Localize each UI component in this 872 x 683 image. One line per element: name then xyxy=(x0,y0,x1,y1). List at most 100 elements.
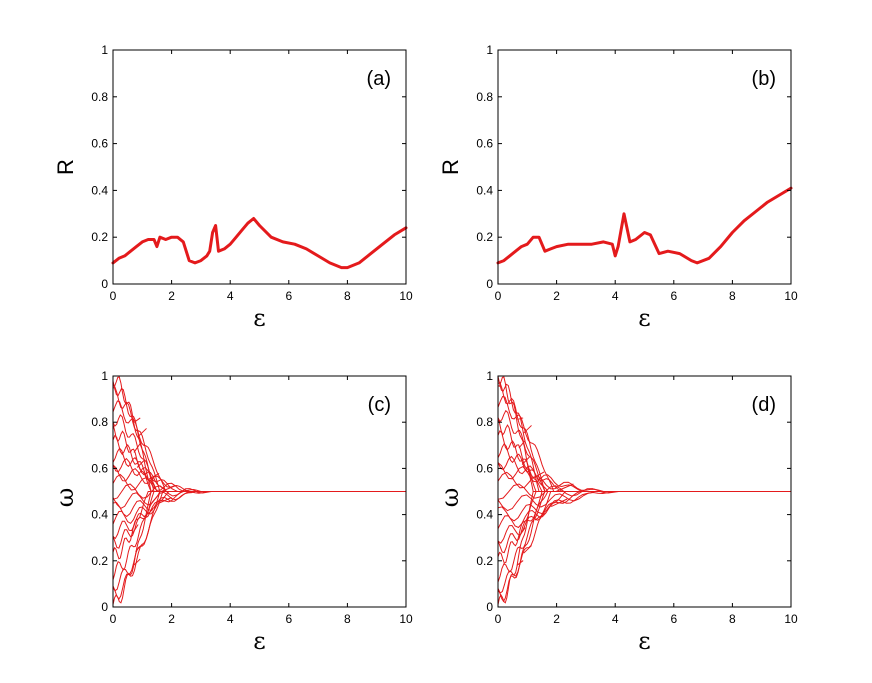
merge-link xyxy=(534,512,547,521)
frequency-trajectory xyxy=(497,442,660,492)
y-axis-label: R xyxy=(438,159,463,175)
y-tick-label: 0 xyxy=(486,600,493,614)
frequency-trajectory xyxy=(112,464,251,492)
y-axis-label: R xyxy=(53,159,78,175)
y-tick-label: 0.8 xyxy=(91,415,108,429)
y-axis-label: ω xyxy=(51,488,79,508)
x-tick-label: 6 xyxy=(285,289,292,303)
frequency-trajectory xyxy=(497,491,660,554)
frequency-trajectory xyxy=(497,491,660,522)
y-tick-label: 0.6 xyxy=(91,137,108,151)
x-axis-label: ε xyxy=(638,304,650,332)
series-line xyxy=(496,186,793,265)
x-tick-label: 10 xyxy=(784,612,798,626)
x-tick-label: 2 xyxy=(168,289,175,303)
x-axis-label: ε xyxy=(253,304,265,332)
merge-link xyxy=(517,417,524,420)
frequency-trajectory xyxy=(112,457,251,492)
merge-link xyxy=(521,456,530,465)
frequency-trajectory xyxy=(497,462,660,492)
y-tick-label: 0 xyxy=(101,600,108,614)
axes-frame xyxy=(112,375,407,608)
y-axis-label: ω xyxy=(436,488,464,508)
merge-link xyxy=(533,471,545,479)
y-tick-label: 0.2 xyxy=(91,554,108,568)
y-tick-label: 1 xyxy=(486,43,493,57)
panel-label: (c) xyxy=(368,394,391,416)
frequency-trajectory xyxy=(112,380,251,492)
x-tick-label: 10 xyxy=(399,289,413,303)
x-tick-label: 0 xyxy=(110,289,117,303)
frequency-trajectory xyxy=(497,455,660,492)
merge-link xyxy=(143,509,154,518)
x-tick-label: 2 xyxy=(168,612,175,626)
series-line xyxy=(111,217,408,270)
panel-label: (d) xyxy=(752,394,776,416)
merge-link xyxy=(138,428,147,437)
x-tick-label: 8 xyxy=(344,612,351,626)
merge-link xyxy=(517,560,524,566)
frequency-trajectory xyxy=(112,414,251,492)
panel-c: 0 2 4 6 8 10 0 0.2 0.4 0.6 0.8 1 ε ω (c) xyxy=(51,369,413,655)
frequency-trajectory xyxy=(112,400,251,492)
frequency-trajectory xyxy=(497,491,660,594)
panel-label: (b) xyxy=(752,68,776,90)
merge-link xyxy=(523,425,532,434)
y-tick-label: 0.2 xyxy=(476,554,493,568)
frequency-trajectory xyxy=(112,386,251,492)
frequency-trajectory xyxy=(497,491,660,583)
x-tick-label: 2 xyxy=(553,612,560,626)
x-tick-label: 6 xyxy=(285,612,292,626)
x-tick-label: 8 xyxy=(344,289,351,303)
y-tick-label: 1 xyxy=(101,369,108,383)
frequency-trajectory xyxy=(112,491,251,605)
frequency-trajectory xyxy=(497,417,660,492)
x-tick-label: 6 xyxy=(670,289,677,303)
frequency-trajectory xyxy=(497,471,660,492)
frequency-trajectory xyxy=(112,424,251,492)
x-tick-label: 10 xyxy=(784,289,798,303)
y-tick-label: 0.6 xyxy=(91,461,108,475)
frequency-trajectory xyxy=(497,491,660,603)
merge-link xyxy=(550,498,568,507)
merge-link xyxy=(133,558,141,566)
frequency-trajectory xyxy=(112,376,251,492)
x-tick-label: 0 xyxy=(495,612,502,626)
x-tick-label: 6 xyxy=(670,612,677,626)
x-tick-label: 2 xyxy=(553,289,560,303)
frequency-trajectory xyxy=(112,473,251,492)
x-tick-label: 10 xyxy=(399,612,413,626)
y-tick-label: 1 xyxy=(101,43,108,57)
x-tick-label: 8 xyxy=(729,289,736,303)
panel-b: 0 2 4 6 8 10 0 0.2 0.4 0.6 0.8 1 ε R (b) xyxy=(438,43,798,332)
y-tick-label: 1 xyxy=(486,369,493,383)
merge-link xyxy=(518,527,526,537)
y-tick-label: 0.2 xyxy=(476,230,493,244)
x-tick-label: 4 xyxy=(612,289,619,303)
frequency-trajectory xyxy=(497,491,660,512)
frequency-trajectory xyxy=(497,491,660,544)
merge-link xyxy=(148,473,160,480)
panel-d: 0 2 4 6 8 10 0 0.2 0.4 0.6 0.8 1 ε ω (d) xyxy=(436,369,798,655)
merge-link xyxy=(157,497,172,504)
x-tick-label: 0 xyxy=(110,612,117,626)
merge-link xyxy=(131,524,139,534)
axes-frame xyxy=(497,49,792,285)
y-tick-label: 0.4 xyxy=(476,508,493,522)
y-tick-label: 0.6 xyxy=(476,461,493,475)
x-axis-label: ε xyxy=(638,627,650,655)
x-axis-label: ε xyxy=(253,627,265,655)
frequency-trajectory xyxy=(112,491,251,525)
y-tick-label: 0.4 xyxy=(476,183,493,197)
panel-a: 0 2 4 6 8 10 0 0.2 0.4 0.6 0.8 1 ε R (a) xyxy=(53,43,413,332)
y-tick-label: 0.8 xyxy=(476,415,493,429)
y-tick-label: 0.6 xyxy=(476,137,493,151)
frequency-trajectory xyxy=(497,409,660,492)
merge-link xyxy=(133,417,141,423)
y-tick-label: 0.8 xyxy=(476,90,493,104)
frequency-trajectory xyxy=(497,376,660,492)
y-tick-label: 0 xyxy=(486,277,493,291)
merge-link xyxy=(161,485,177,492)
y-tick-label: 0 xyxy=(101,277,108,291)
frequency-trajectory xyxy=(112,491,251,510)
